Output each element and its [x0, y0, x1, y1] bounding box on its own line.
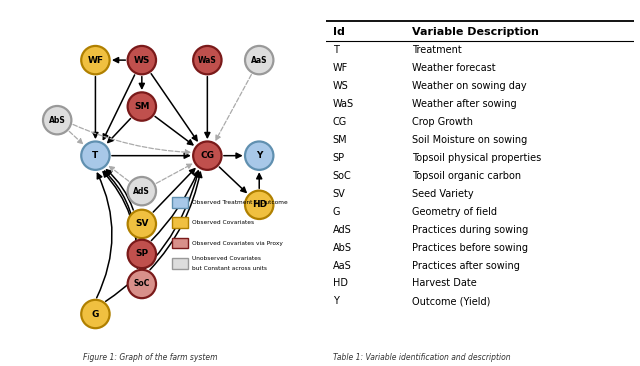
- Circle shape: [43, 106, 72, 134]
- Circle shape: [127, 92, 156, 121]
- Text: G: G: [333, 206, 340, 217]
- Text: Table 1: Variable identification and description: Table 1: Variable identification and des…: [333, 353, 511, 362]
- Text: CG: CG: [333, 117, 347, 127]
- Text: SV: SV: [135, 220, 148, 228]
- Text: AbS: AbS: [333, 243, 351, 253]
- Circle shape: [245, 46, 273, 74]
- Circle shape: [81, 142, 109, 170]
- Text: WF: WF: [88, 56, 104, 65]
- Text: SM: SM: [134, 102, 150, 111]
- Text: Variable Description: Variable Description: [412, 27, 540, 37]
- Text: SoC: SoC: [134, 280, 150, 288]
- Text: Geometry of field: Geometry of field: [412, 206, 497, 217]
- Text: Figure 1: Graph of the farm system: Figure 1: Graph of the farm system: [83, 353, 218, 362]
- Circle shape: [127, 270, 156, 298]
- Text: SoC: SoC: [333, 171, 351, 180]
- Circle shape: [127, 240, 156, 268]
- Circle shape: [127, 46, 156, 74]
- Text: CG: CG: [200, 151, 214, 160]
- Circle shape: [81, 46, 109, 74]
- Text: AaS: AaS: [251, 56, 268, 65]
- Text: AaS: AaS: [333, 261, 351, 270]
- Circle shape: [127, 210, 156, 238]
- Text: T: T: [92, 151, 99, 160]
- Circle shape: [245, 142, 273, 170]
- Bar: [172, 238, 188, 249]
- Text: Practices during sowing: Practices during sowing: [412, 225, 529, 235]
- Circle shape: [245, 191, 273, 219]
- Text: but Constant across units: but Constant across units: [191, 266, 266, 271]
- Text: G: G: [92, 310, 99, 318]
- Circle shape: [193, 46, 221, 74]
- Text: SP: SP: [333, 153, 345, 163]
- Text: HD: HD: [333, 279, 348, 288]
- Text: Y: Y: [333, 296, 339, 306]
- Circle shape: [81, 300, 109, 328]
- Text: SM: SM: [333, 135, 347, 145]
- Text: Weather forecast: Weather forecast: [412, 63, 496, 73]
- Text: Practices before sowing: Practices before sowing: [412, 243, 529, 253]
- Text: SP: SP: [135, 250, 148, 258]
- Text: AbS: AbS: [49, 116, 65, 125]
- Text: Treatment: Treatment: [412, 45, 462, 55]
- Text: Topsoil organic carbon: Topsoil organic carbon: [412, 171, 522, 180]
- Text: WS: WS: [333, 81, 348, 91]
- Text: Harvest Date: Harvest Date: [412, 279, 477, 288]
- Text: Unobserved Covariates: Unobserved Covariates: [191, 256, 260, 261]
- Text: Seed Variety: Seed Variety: [412, 188, 474, 199]
- Text: Soil Moisture on sowing: Soil Moisture on sowing: [412, 135, 527, 145]
- Text: Outcome (Yield): Outcome (Yield): [412, 296, 491, 306]
- Text: Observed Covariates: Observed Covariates: [191, 220, 253, 225]
- Text: Weather on sowing day: Weather on sowing day: [412, 81, 527, 91]
- Text: WS: WS: [134, 56, 150, 65]
- Text: Weather after sowing: Weather after sowing: [412, 99, 517, 109]
- Text: WF: WF: [333, 63, 348, 73]
- Text: Id: Id: [333, 27, 344, 37]
- Text: Crop Growth: Crop Growth: [412, 117, 474, 127]
- Text: SV: SV: [333, 188, 346, 199]
- Text: T: T: [333, 45, 339, 55]
- Bar: [172, 258, 188, 269]
- Text: AdS: AdS: [134, 187, 150, 196]
- Text: Observed Covariates via Proxy: Observed Covariates via Proxy: [191, 240, 282, 246]
- Bar: [172, 217, 188, 228]
- Circle shape: [193, 142, 221, 170]
- Bar: [172, 197, 188, 208]
- Text: Practices after sowing: Practices after sowing: [412, 261, 520, 270]
- Text: Topsoil physical properties: Topsoil physical properties: [412, 153, 541, 163]
- Text: WaS: WaS: [198, 56, 217, 65]
- Text: HD: HD: [252, 200, 267, 209]
- Text: Y: Y: [256, 151, 262, 160]
- Text: Observed Treatment & Outcome: Observed Treatment & Outcome: [191, 199, 287, 205]
- Circle shape: [127, 177, 156, 205]
- Text: WaS: WaS: [333, 99, 354, 109]
- Text: AdS: AdS: [333, 225, 351, 235]
